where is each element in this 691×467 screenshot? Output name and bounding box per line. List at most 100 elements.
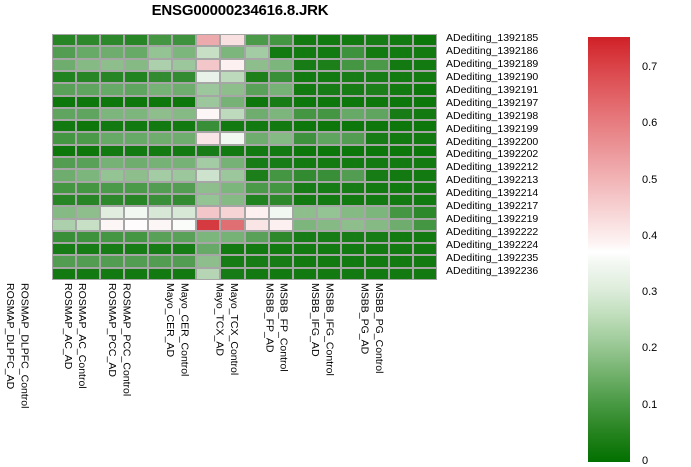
heatmap-cell [388,193,413,207]
heatmap-cell [52,58,77,71]
heatmap-cell [124,230,149,244]
heatmap-cell [124,70,149,84]
heatmap-cell [388,83,413,96]
heatmap-cell [244,70,269,84]
heatmap-cell [412,255,437,268]
heatmap-cell [412,243,437,256]
heatmap-cell [100,243,125,256]
heatmap-cell [196,83,221,96]
heatmap-cell [364,70,389,84]
heatmap-cell [268,218,293,231]
heatmap-cell [172,132,197,145]
heatmap-cell [172,107,197,121]
heatmap-cell [148,206,173,219]
heatmap-cell [244,120,269,133]
heatmap-cell [124,132,149,145]
heatmap-cell [100,83,125,96]
heatmap-cell [388,46,413,59]
heatmap-cell [172,206,197,219]
heatmap-cell [52,255,77,268]
colorbar-tick-labels: 0.7 0.6 0.5 0.4 0.3 0.2 0.1 0 [642,37,690,467]
heatmap-cell [76,181,101,194]
heatmap-cell [172,144,197,157]
heatmap-cell [292,206,317,219]
heatmap-cell [196,193,221,207]
heatmap-cell [196,267,221,280]
heatmap-cell [148,132,173,145]
heatmap-cell [364,243,389,256]
heatmap-cell [172,120,197,133]
heatmap-cell [52,206,77,219]
heatmap-cell [148,193,173,207]
colorbar-tick: 0.1 [642,398,658,411]
heatmap-cell [172,157,197,170]
heatmap-cell [52,107,77,121]
heatmap-cell [76,144,101,157]
heatmap-cell [124,169,149,182]
heatmap-cell [124,267,149,280]
colorbar-tick: 0.5 [642,173,658,186]
heatmap-cell [244,46,269,59]
heatmap-cell [268,181,293,194]
heatmap-cell [76,193,101,207]
heatmap-cell [388,132,413,145]
heatmap-cell [220,243,245,256]
column-label: Mayo_TCX_Control [227,283,240,376]
heatmap-cell [244,206,269,219]
heatmap-cell [244,267,269,280]
row-label: ADediting_1392214 [446,187,539,200]
heatmap-cell [244,107,269,121]
heatmap-cell [100,58,125,71]
heatmap-cell [340,83,365,96]
heatmap-cell [100,107,125,121]
column-label: ROSMAP_DLPFC_Control [18,283,31,409]
heatmap-cell [244,255,269,268]
heatmap-cell [124,206,149,219]
heatmap-cell [412,132,437,145]
heatmap-cell [388,70,413,84]
heatmap-cell [268,34,293,47]
heatmap-cell [100,193,125,207]
heatmap-cell [196,169,221,182]
heatmap-cell [76,255,101,268]
column-label-slot: MSBB_PG_AD [358,283,413,458]
heatmap-cell [364,144,389,157]
heatmap-cell [52,267,77,280]
heatmap-cell [100,46,125,59]
heatmap-cell [412,230,437,244]
heatmap-cell [148,58,173,71]
heatmap-cell [340,34,365,47]
row-label: ADediting_1392189 [446,57,539,70]
heatmap-cell [316,206,341,219]
heatmap-cell [196,70,221,84]
heatmap-cell [292,34,317,47]
heatmap-cell [340,58,365,71]
heatmap-cell [412,83,437,96]
heatmap-cell [364,206,389,219]
heatmap-cell [388,230,413,244]
heatmap-cell [316,83,341,96]
heatmap-cell [268,83,293,96]
column-label: Mayo_CER_AD [164,283,177,358]
heatmap-cell [316,58,341,71]
heatmap-cell [316,193,341,207]
column-label: MSBB_IFG_Control [323,283,336,376]
heatmap-cell [364,218,389,231]
heatmap-cell [268,95,293,108]
heatmap-cell [148,83,173,96]
heatmap-cell [412,157,437,170]
heatmap-cell [52,132,77,145]
heatmap-cell [172,58,197,71]
colorbar-tick: 0.2 [642,342,658,355]
heatmap-cell [316,107,341,121]
heatmap-cell [52,46,77,59]
colorbar-tick: 0.4 [642,229,658,242]
heatmap-cell [388,34,413,47]
heatmap-cell [292,70,317,84]
heatmap-cell [220,206,245,219]
heatmap-cell [124,193,149,207]
heatmap-cell [268,107,293,121]
heatmap-cell [220,218,245,231]
heatmap-cell [76,120,101,133]
heatmap-cell [172,218,197,231]
